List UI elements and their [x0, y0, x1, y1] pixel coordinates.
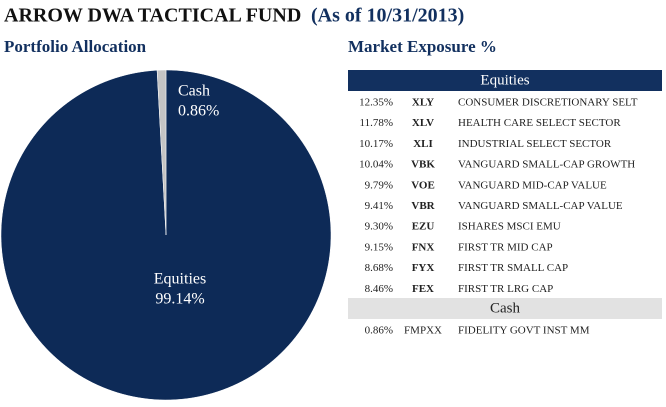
- ticker: EZU: [412, 221, 435, 233]
- section-title: Equities: [480, 72, 529, 88]
- pct: 8.68%: [365, 262, 393, 274]
- fund-name: FIRST TR SMALL CAP: [458, 262, 568, 274]
- slice-label: Equities: [154, 271, 206, 288]
- ticker: VBK: [411, 159, 435, 171]
- fund-name: VANGUARD SMALL-CAP GROWTH: [458, 159, 635, 171]
- ticker: FYX: [412, 262, 435, 274]
- fund-name: VANGUARD SMALL-CAP VALUE: [458, 200, 623, 212]
- pct: 8.46%: [365, 283, 393, 295]
- slice-label: Cash: [178, 83, 210, 100]
- date: (As of 10/31/2013): [311, 5, 464, 27]
- ticker: XLY: [412, 97, 434, 109]
- ticker: VOE: [411, 179, 435, 191]
- fund-name: HEALTH CARE SELECT SECTOR: [458, 117, 621, 129]
- ticker: VBR: [411, 200, 435, 212]
- fund-name: CONSUMER DISCRETIONARY SELT: [458, 97, 638, 109]
- ticker: XLV: [412, 117, 434, 129]
- ticker: XLI: [413, 138, 433, 150]
- slice-value: 0.86%: [178, 103, 219, 120]
- slice-value: 99.14%: [155, 291, 204, 308]
- pct: 10.04%: [359, 159, 393, 171]
- section-title: Cash: [490, 300, 521, 316]
- fund-name: INDUSTRIAL SELECT SECTOR: [458, 138, 612, 150]
- pct: 9.41%: [365, 200, 393, 212]
- pct: 9.15%: [365, 241, 393, 253]
- fund-name: FIRST TR MID CAP: [458, 241, 553, 253]
- pct: 11.78%: [359, 117, 393, 129]
- pct: 9.79%: [365, 179, 393, 191]
- fund-name: FIDELITY GOVT INST MM: [458, 325, 590, 337]
- pct: 12.35%: [359, 97, 393, 109]
- pie-slice: [156, 69, 167, 236]
- fund-name: ISHARES MSCI EMU: [458, 221, 561, 233]
- section-header: [348, 298, 662, 319]
- title: ARROW DWA TACTICAL FUND: [4, 5, 301, 27]
- pct: 9.30%: [365, 221, 393, 233]
- pct: 10.17%: [359, 138, 393, 150]
- ticker: FEX: [412, 283, 434, 295]
- table-title: Market Exposure %: [348, 37, 497, 56]
- fund-name: FIRST TR LRG CAP: [458, 283, 553, 295]
- ticker: FNX: [412, 241, 435, 253]
- section-header: [348, 70, 662, 91]
- pct: 0.86%: [365, 325, 393, 337]
- fund-name: VANGUARD MID-CAP VALUE: [458, 179, 607, 191]
- pie-title: Portfolio Allocation: [4, 37, 147, 56]
- ticker: FMPXX: [404, 325, 442, 337]
